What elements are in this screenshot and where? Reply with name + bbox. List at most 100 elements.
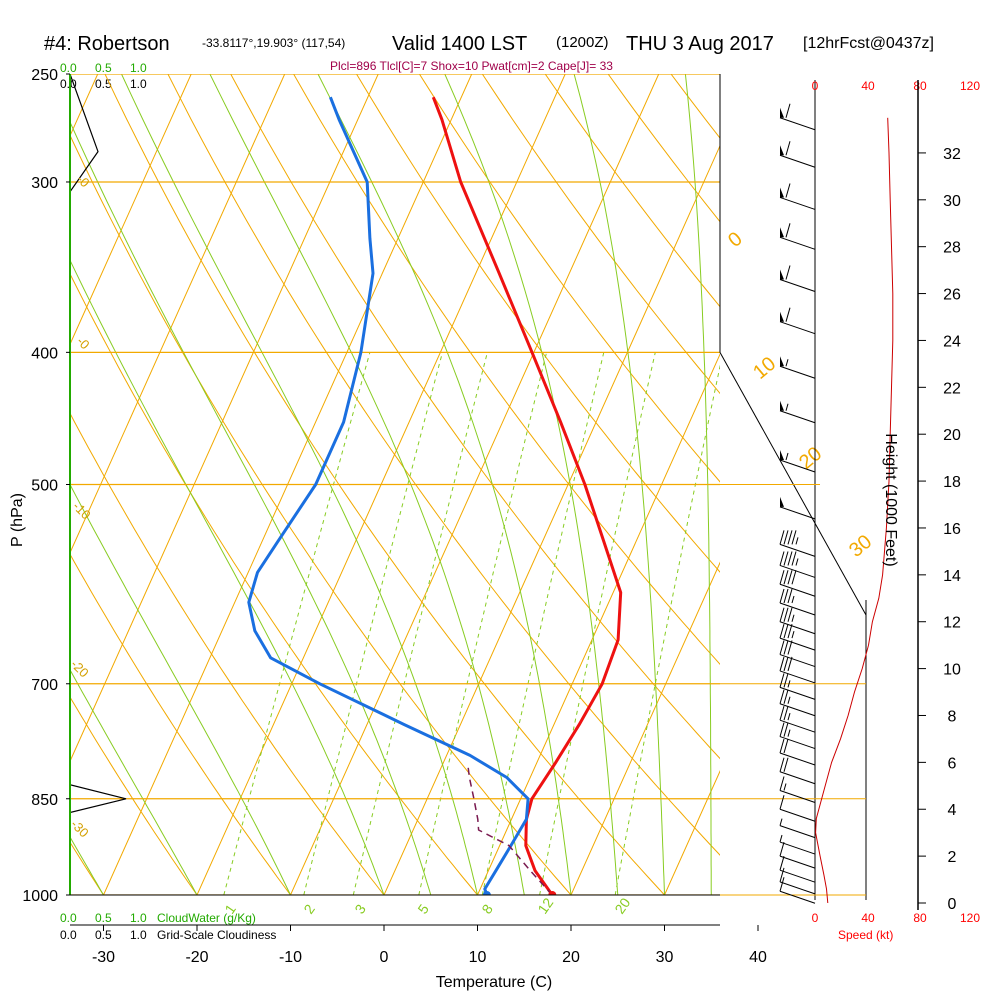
wind-barb-staff: [779, 890, 816, 904]
wind-speed-line: [815, 117, 894, 904]
wind-barb-full: [785, 265, 791, 280]
wind-barb-staff: [779, 506, 816, 520]
wind-barb-staff: [779, 654, 816, 668]
wind-barb: [779, 795, 816, 822]
wind-barb-staff: [779, 790, 816, 803]
wind-barb-full: [783, 570, 789, 585]
height-tick-label: 28: [943, 240, 961, 257]
sounding-indices: Plcl=896 Tlcl[C]=7 Shox=10 Pwat[cm]=2 Ca…: [330, 59, 613, 73]
wind-barb: [779, 834, 816, 855]
height-tick-label: 22: [943, 380, 961, 397]
wind-barb-staff: [779, 736, 816, 750]
pressure-tick-label: 400: [31, 345, 58, 362]
wind-barb: [779, 877, 816, 904]
wind-barb-flag: [780, 187, 784, 198]
cloudiness-label: Grid-Scale Cloudiness: [157, 928, 276, 942]
wind-barb-full: [783, 640, 789, 655]
wind-barb: [779, 623, 816, 651]
pressure-tick-label: 700: [31, 677, 58, 694]
dewpoint-line: [247, 96, 530, 895]
wind-barb-half: [783, 783, 787, 791]
cloudwater-tick-top: 1.0: [130, 61, 147, 75]
wind-barb-full: [779, 551, 785, 566]
wind-barb: [779, 496, 816, 520]
height-tick-label: 20: [943, 427, 961, 444]
wind-barb-full: [779, 530, 785, 545]
wind-barb-full: [779, 841, 785, 857]
wind-barb-half: [787, 696, 791, 704]
wind-barb-staff: [779, 543, 816, 557]
wind-barb: [779, 722, 816, 750]
title-coords: -33.8117°,19.903° (117,54): [202, 36, 345, 50]
wind-barb-flag: [780, 449, 784, 460]
speed-tick-top: 80: [913, 79, 927, 93]
mixing-ratio-label: 2: [300, 901, 318, 917]
wind-barb-half: [785, 403, 789, 411]
cloudwater-tick-bottom: 0.0: [60, 911, 77, 925]
wind-barb: [779, 183, 816, 210]
dry-adiabat: [70, 134, 572, 895]
wind-barb-full: [783, 757, 789, 772]
wind-barb-full: [779, 623, 785, 639]
wind-barb-full: [779, 656, 785, 672]
wind-barb: [779, 530, 816, 557]
saturated-adiabat: [70, 259, 385, 895]
wind-barb-staff: [779, 719, 816, 733]
dry-adiabat-label: 30: [845, 531, 876, 562]
saturated-adiabat: [70, 668, 198, 895]
saturated-adiabat-label: -0: [74, 334, 93, 353]
dry-adiabat: [230, 74, 720, 760]
isotherm: [0, 74, 4, 895]
wind-barb: [779, 867, 816, 895]
pressure-tick-label: 300: [31, 175, 58, 192]
dry-adiabat: [356, 74, 720, 573]
mixing-ratio-line: [481, 352, 605, 895]
wind-barb-full: [787, 551, 793, 566]
wind-barb-staff: [779, 771, 816, 785]
wind-barb-full: [783, 551, 789, 566]
dry-adiabat: [104, 74, 665, 895]
wind-barb: [779, 818, 816, 839]
isotherm: [852, 74, 1000, 895]
wind-barb-full: [783, 689, 789, 704]
wind-barb-half: [787, 713, 791, 721]
wind-barb-staff: [779, 236, 816, 250]
dry-adiabat: [986, 74, 1000, 895]
wind-barb-full: [791, 530, 797, 545]
dry-adiabat: [418, 74, 720, 483]
cloudiness-tick-bottom: 0.5: [95, 928, 112, 942]
y-axis-label: P (hPa): [9, 493, 26, 547]
wind-barb: [779, 141, 816, 168]
wind-barb-half: [779, 834, 783, 843]
wind-barb-full: [783, 623, 789, 639]
wind-barb: [779, 689, 816, 717]
wind-barb: [779, 570, 816, 597]
wind-barb-staff: [779, 808, 816, 822]
pressure-tick-label: 250: [31, 67, 58, 84]
height-tick-label: 10: [943, 662, 961, 679]
wind-barb: [779, 449, 816, 473]
saturated-adiabat: [573, 74, 665, 895]
wind-barb-staff: [779, 279, 816, 292]
wind-barb-half: [785, 452, 789, 461]
cloudiness-tick-top: 1.0: [130, 77, 147, 91]
temperature-tick-label: 10: [469, 949, 487, 966]
wind-barb-staff: [779, 637, 816, 651]
x-axis-label: Temperature (C): [436, 974, 552, 991]
wind-barb-half: [787, 680, 791, 688]
dry-adiabat-label: 20: [795, 443, 826, 474]
saturated-adiabat-label: -0: [74, 172, 93, 191]
wind-barb-staff: [779, 825, 816, 839]
speed-tick-bottom: 80: [913, 911, 927, 925]
temperature-axis: -30 -20 -10 0 10 20 30 40: [92, 925, 767, 966]
mixing-ratio-line: [539, 352, 656, 895]
title-main: #4: Robertson: [44, 33, 170, 55]
wind-barb-flag: [780, 356, 784, 367]
wind-barb: [779, 588, 816, 616]
wind-barb-flag: [780, 227, 784, 238]
temperature-line: [431, 96, 623, 895]
wind-barb-flag: [780, 269, 784, 280]
wind-barb: [779, 265, 816, 292]
saturated-adiabat: [444, 74, 619, 895]
